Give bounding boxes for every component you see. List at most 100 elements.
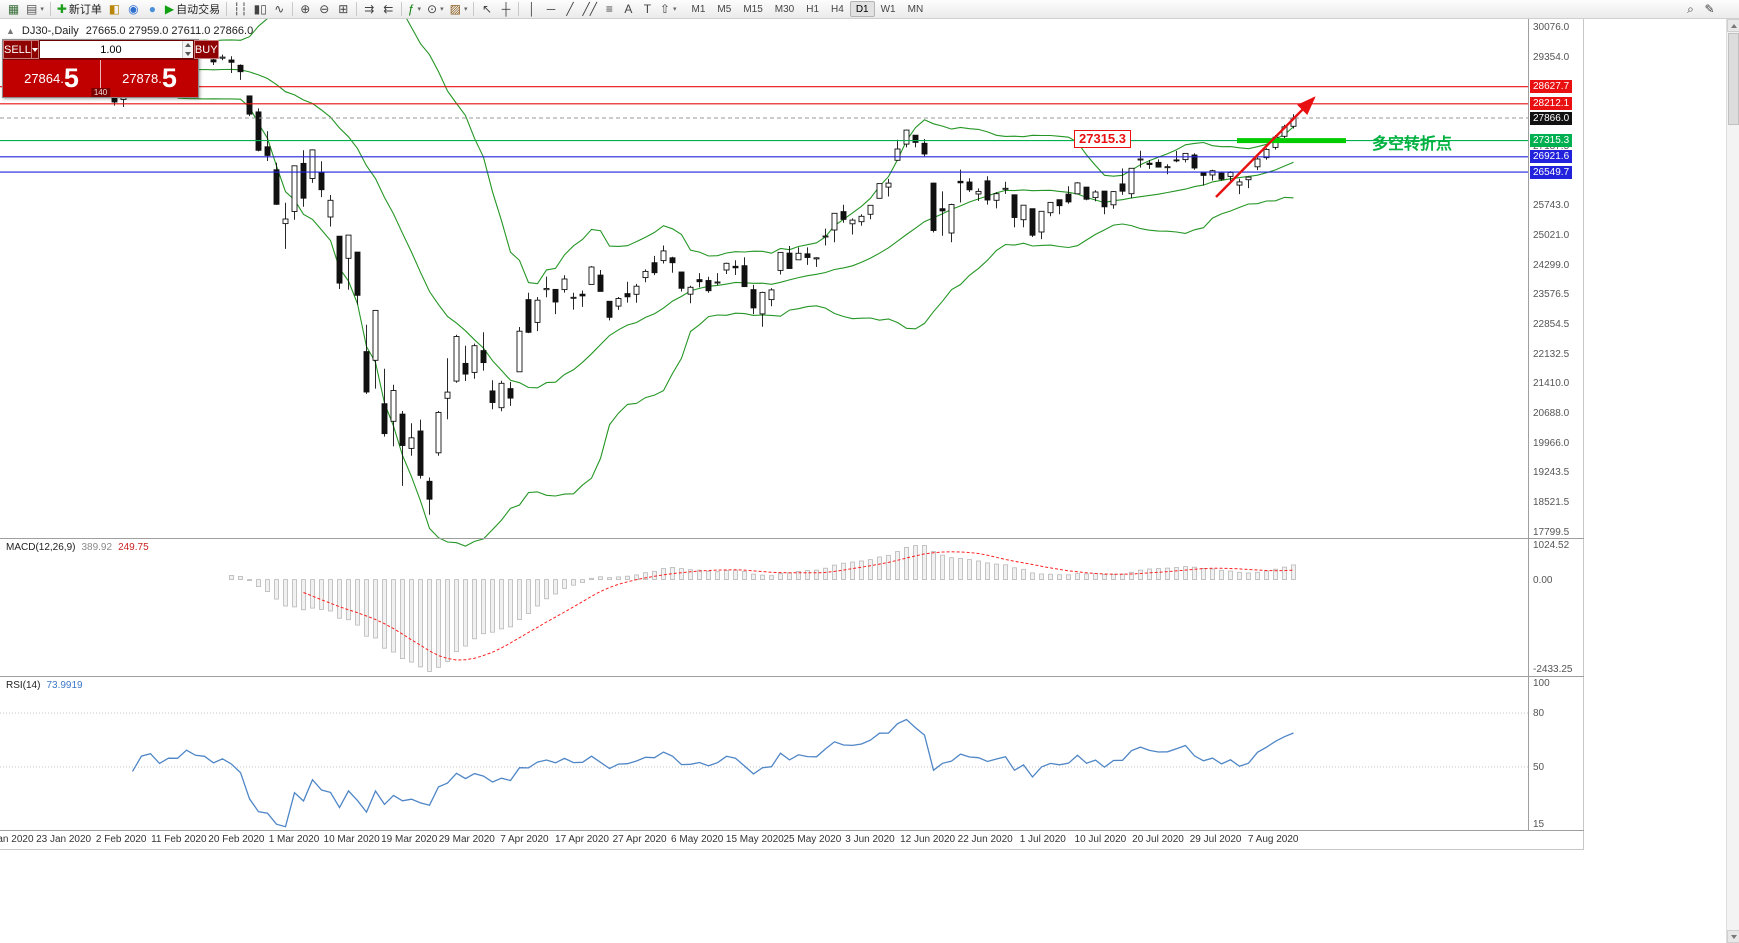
- search-icon: ⌕: [1687, 2, 1694, 16]
- price-level-badge: 26549.7: [1530, 165, 1573, 179]
- toolbar-periods-button[interactable]: ⊙ ▾: [424, 1, 447, 18]
- one-click-trading-panel: SELL BUY 27864.5 27878.5: [2, 39, 219, 98]
- lot-decrease-button[interactable]: [183, 50, 193, 59]
- price-axis[interactable]: 30076.029354.028632.027909.527187.526465…: [1529, 19, 1584, 830]
- scroll-down-button[interactable]: [1727, 930, 1739, 943]
- lot-input[interactable]: [39, 41, 182, 58]
- toolbar-line-chart-mode-button[interactable]: ∿: [270, 1, 289, 18]
- periods-icon: ⊙: [427, 2, 438, 16]
- sell-price-big-digit: 5: [63, 63, 79, 94]
- buy-price-main: 27878.: [122, 71, 162, 86]
- price-axis-label: 23576.5: [1533, 289, 1570, 301]
- equidistant-channel-icon: ╱╱: [582, 2, 597, 16]
- toolbar-quick-edit-button[interactable]: ✎: [1700, 1, 1719, 18]
- lot-dropdown-button[interactable]: [31, 40, 39, 59]
- timeframe-H4-button[interactable]: H4: [831, 3, 844, 15]
- chart-canvas[interactable]: [0, 0, 1528, 830]
- profiles-icon: ▤: [26, 2, 38, 16]
- toolbar-text-button[interactable]: A: [619, 1, 638, 18]
- timeframe-M30-button[interactable]: M30: [774, 3, 795, 15]
- toolbar-bar-chart-mode-button[interactable]: ┆┆: [230, 1, 250, 18]
- scrollbar-thumb[interactable]: [1728, 33, 1739, 125]
- bar-chart-mode-icon: ┆┆: [233, 2, 248, 16]
- toolbar-tile-windows-button[interactable]: ⊞: [334, 1, 353, 18]
- toolbar-arrows-tool-button[interactable]: ⇧ ▾: [657, 1, 680, 18]
- pane-separator-macd[interactable]: [0, 538, 1584, 539]
- turning-point-text-object[interactable]: 多空转折点: [1372, 136, 1453, 153]
- toolbar-profiles-button[interactable]: ▤ ▾: [23, 1, 47, 18]
- toolbar-horizontal-line-button[interactable]: ─: [541, 1, 560, 18]
- trade-panel-prices: 27864. 5 27878. 5 140: [3, 60, 198, 97]
- toolbar-candle-chart-mode-button[interactable]: ▮▯: [251, 1, 270, 18]
- toolbar-depth-of-market-button[interactable]: ◧: [105, 1, 124, 18]
- new-order-icon: ✚: [56, 2, 67, 16]
- price-axis-label: 17799.5: [1533, 526, 1570, 538]
- chart-plot-area[interactable]: [0, 0, 1528, 830]
- toolbar-auto-scroll-button[interactable]: ⇉: [360, 1, 379, 18]
- toolbar-vertical-line-button[interactable]: │: [522, 1, 541, 18]
- toolbar-new-order-button[interactable]: ✚ 新订单: [54, 1, 105, 18]
- price-axis-label: 20688.0: [1533, 408, 1570, 420]
- price-axis-label: 30076.0: [1533, 22, 1570, 34]
- vertical-scrollbar[interactable]: [1726, 19, 1739, 943]
- one-click-collapse-arrow[interactable]: ▲: [6, 26, 15, 36]
- price-axis-label: 22132.5: [1533, 348, 1570, 360]
- toolbar-trendline-button[interactable]: ╱: [560, 1, 579, 18]
- text-icon: A: [624, 2, 633, 16]
- toolbar-zoom-in-button[interactable]: ⊕: [296, 1, 315, 18]
- date-label: 7 Apr 2020: [500, 834, 549, 845]
- toolbar-cursor-button[interactable]: ↖: [477, 1, 496, 18]
- timeframe-D1-button[interactable]: D1: [849, 1, 875, 17]
- pane-separator-rsi[interactable]: [0, 676, 1584, 677]
- timeframe-M15-button[interactable]: M15: [743, 3, 763, 15]
- cursor-icon: ↖: [481, 2, 492, 16]
- chevron-down-icon: ▾: [417, 6, 422, 13]
- time-axis-separator[interactable]: [0, 830, 1584, 831]
- toolbar-auto-trading-button[interactable]: ▶ 自动交易: [162, 1, 223, 18]
- date-label: 10 Jul 2020: [1074, 834, 1127, 845]
- chart-window: 30076.029354.028632.027909.527187.526465…: [0, 0, 1584, 850]
- toolbar-chat-button[interactable]: ●: [143, 1, 162, 18]
- toolbar-text-label-button[interactable]: T: [638, 1, 657, 18]
- timeframe-M1-button[interactable]: M1: [691, 3, 706, 15]
- toolbar-templates-button[interactable]: ▨ ▾: [447, 1, 471, 18]
- toolbar-crosshair-button[interactable]: ┼: [496, 1, 515, 18]
- sell-button[interactable]: SELL: [3, 40, 32, 59]
- price-axis-border: [1528, 19, 1529, 830]
- scroll-up-button[interactable]: [1727, 19, 1739, 32]
- text-label-icon: T: [643, 2, 652, 16]
- rsi-indicator-label: RSI(14) 73.9919: [6, 680, 83, 691]
- rsi-value: 73.9919: [46, 680, 83, 691]
- price-level-badge: 26921.6: [1530, 150, 1573, 164]
- arrows-tool-icon: ⇧: [659, 2, 670, 16]
- price-level-text-object[interactable]: 27315.3: [1074, 130, 1131, 148]
- buy-price-button[interactable]: 27878. 5: [101, 60, 198, 97]
- toolbar-indicators-list-button[interactable]: ƒ ▾: [405, 1, 424, 18]
- timeframe-M5-button[interactable]: M5: [717, 3, 732, 15]
- toolbar-separator: [226, 2, 228, 16]
- buy-button[interactable]: BUY: [193, 40, 219, 59]
- toolbar-fibonacci-button[interactable]: ≡: [600, 1, 619, 18]
- toolbar-zoom-out-button[interactable]: ⊖: [315, 1, 334, 18]
- sell-price-button[interactable]: 27864. 5: [3, 60, 100, 97]
- templates-icon: ▨: [449, 2, 461, 16]
- timeframe-H1-button[interactable]: H1: [806, 3, 820, 15]
- timeframe-W1-button[interactable]: W1: [880, 3, 896, 15]
- date-label: 29 Mar 2020: [438, 834, 495, 845]
- price-axis-label: 25021.0: [1533, 229, 1570, 241]
- toolbar-equidistant-channel-button[interactable]: ╱╱: [579, 1, 599, 18]
- price-axis-label: 21410.0: [1533, 378, 1570, 390]
- toolbar-chart-shift-button[interactable]: ⇇: [379, 1, 398, 18]
- toolbar-search-button[interactable]: ⌕: [1681, 1, 1700, 18]
- toolbar-mql5-community-button[interactable]: ◉: [124, 1, 143, 18]
- lot-increase-button[interactable]: [183, 41, 193, 50]
- chevron-down-icon: [31, 47, 38, 52]
- toolbar-separator: [291, 2, 293, 16]
- toolbar-new-chart-button[interactable]: ▦: [4, 1, 23, 18]
- candle-chart-mode-icon: ▮▯: [253, 2, 267, 16]
- vertical-line-icon: │: [528, 2, 536, 16]
- chevron-down-icon: ▾: [463, 6, 468, 13]
- timeframe-MN-button[interactable]: MN: [907, 3, 924, 15]
